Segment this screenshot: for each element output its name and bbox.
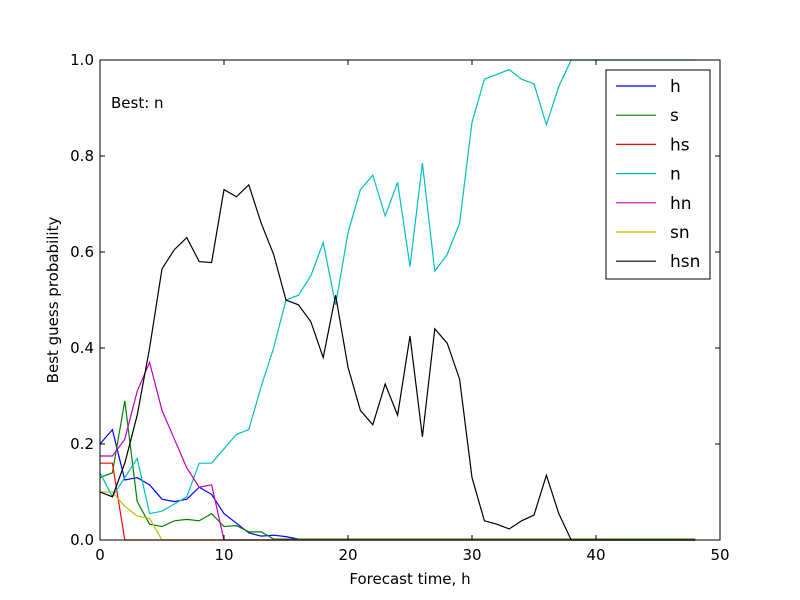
best-annotation: Best: n <box>111 94 164 112</box>
legend-box <box>605 69 711 280</box>
x-tick-label: 10 <box>214 546 233 564</box>
legend-label-s: s <box>670 106 679 126</box>
y-axis-label: Best guess probability <box>44 217 62 384</box>
x-tick-label: 20 <box>338 546 357 564</box>
legend-label-sn: sn <box>670 223 690 243</box>
x-tick-label: 50 <box>710 546 729 564</box>
legend-label-hn: hn <box>670 194 692 214</box>
legend-label-hsn: hsn <box>670 252 700 272</box>
y-tick-label: 0.8 <box>70 147 94 165</box>
y-tick-label: 0.4 <box>70 339 94 357</box>
y-tick-label: 0.2 <box>70 435 94 453</box>
y-tick-label: 0.6 <box>70 243 94 261</box>
x-tick-label: 40 <box>586 546 605 564</box>
x-tick-label: 30 <box>462 546 481 564</box>
plot-frame <box>99 59 721 541</box>
legend-label-h: h <box>670 77 681 97</box>
y-tick-label: 1.0 <box>70 51 94 69</box>
y-tick-label: 0.0 <box>70 531 94 549</box>
y-axis-ticks: 0.0 0.2 0.4 0.6 0.8 1.0 <box>70 51 720 549</box>
legend-label-n: n <box>670 165 681 185</box>
legend-label-hs: hs <box>670 135 690 155</box>
x-axis-label: Forecast time, h <box>349 570 470 588</box>
x-axis-ticks: 0 10 20 30 40 50 <box>95 60 730 564</box>
x-tick-label: 0 <box>95 546 105 564</box>
